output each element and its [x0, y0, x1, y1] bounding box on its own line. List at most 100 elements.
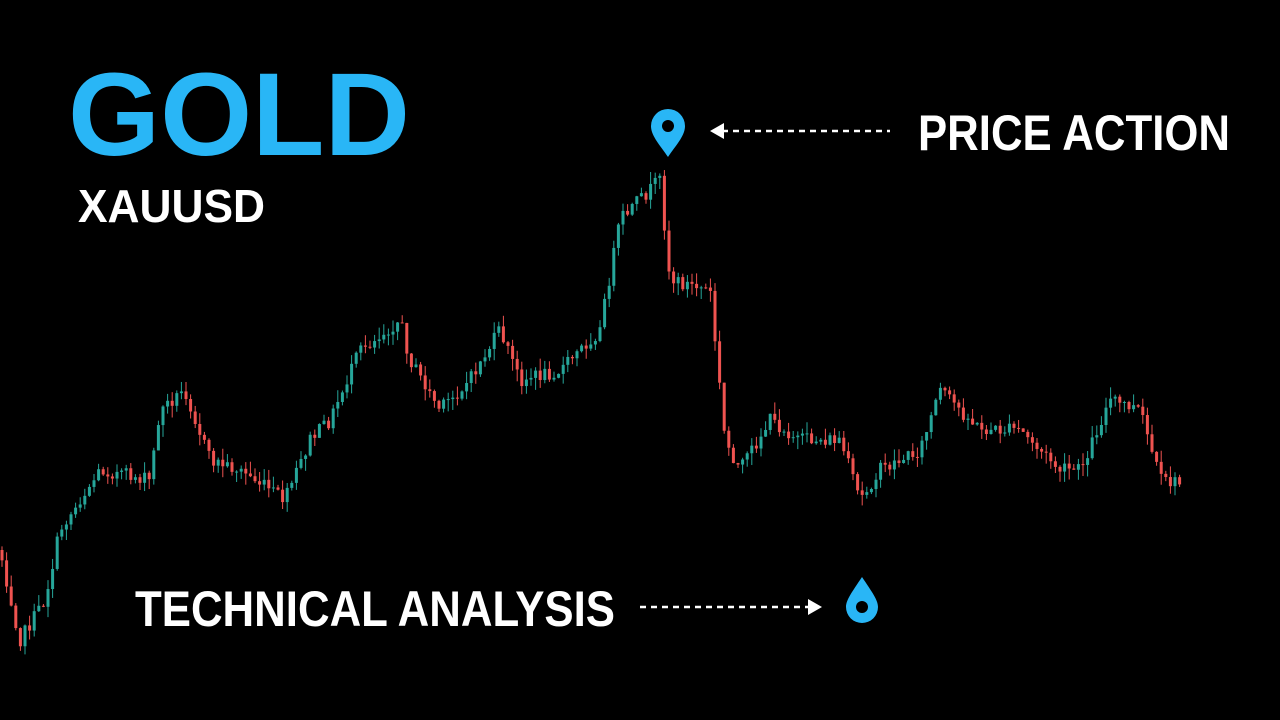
candle-body	[212, 450, 216, 466]
candle-body	[179, 391, 183, 394]
candle-body	[823, 439, 827, 445]
candle-body	[175, 393, 179, 406]
candle-body	[60, 529, 64, 537]
candle-body	[1044, 451, 1048, 453]
candle-body	[860, 490, 864, 495]
candle-body	[897, 460, 901, 463]
candle-body	[593, 341, 597, 345]
candle-body	[161, 406, 165, 426]
candle-body	[51, 568, 55, 590]
candle-body	[1168, 477, 1172, 487]
candle-body	[630, 203, 634, 215]
candle-body	[465, 383, 469, 392]
candle-body	[193, 411, 197, 425]
candle-body	[28, 625, 32, 631]
candle-body	[69, 514, 73, 525]
candle-body	[78, 504, 82, 508]
candle-body	[483, 357, 487, 362]
candle-body	[745, 453, 749, 460]
candle-body	[5, 560, 9, 587]
candle-body	[1145, 415, 1149, 435]
candle-body	[662, 175, 666, 231]
candle-body	[621, 210, 625, 225]
candle-body	[120, 470, 124, 472]
candle-body	[92, 480, 96, 487]
candle-body	[184, 391, 188, 400]
candle-body	[1067, 463, 1071, 469]
candle-body	[658, 175, 662, 178]
candle-body	[920, 440, 924, 458]
candle-body	[846, 451, 850, 459]
candle-body	[1104, 407, 1108, 425]
candle-body	[764, 429, 768, 437]
candle-body	[768, 413, 772, 430]
candle-body	[1109, 398, 1113, 408]
candle-body	[281, 489, 285, 503]
pin-icon	[651, 109, 685, 157]
candle-body	[934, 399, 938, 416]
candle-body	[64, 524, 68, 530]
candle-body	[750, 445, 754, 454]
candle-body	[998, 425, 1002, 434]
arrow-top	[710, 123, 890, 139]
candle-body	[271, 487, 275, 489]
candle-body	[718, 341, 722, 383]
candle-body	[202, 434, 206, 440]
candle-body	[345, 384, 349, 393]
candle-body	[984, 429, 988, 434]
candle-body	[419, 364, 423, 376]
candle-body	[285, 487, 289, 503]
candle-body	[382, 334, 386, 340]
candle-body	[37, 605, 41, 612]
candle-body	[736, 463, 740, 465]
candle-body	[552, 377, 556, 380]
candle-body	[308, 434, 312, 456]
candle-body	[598, 327, 602, 342]
candle-body	[570, 356, 574, 359]
candle-body	[1063, 463, 1067, 472]
candle-body	[414, 364, 418, 368]
candle-body	[584, 345, 588, 349]
candle-body	[166, 400, 170, 407]
candle-body	[722, 382, 726, 431]
candle-body	[1178, 477, 1182, 485]
candle-body	[437, 400, 441, 409]
candle-body	[1159, 461, 1163, 474]
candle-body	[635, 196, 639, 204]
candle-body	[41, 605, 45, 607]
candle-body	[446, 399, 450, 401]
candle-body	[731, 447, 735, 464]
candle-body	[198, 424, 202, 435]
candle-body	[1127, 402, 1131, 410]
candle-body	[350, 363, 354, 385]
candle-body	[124, 468, 128, 471]
candlestick-illustration	[0, 170, 1182, 655]
candle-body	[1007, 423, 1011, 433]
candle-body	[883, 462, 887, 465]
candle-body	[566, 356, 570, 365]
candle-body	[777, 419, 781, 433]
candle-body	[133, 477, 137, 480]
candle-body	[524, 379, 528, 387]
candle-body	[152, 450, 156, 480]
candle-body	[322, 420, 326, 425]
candle-body	[1035, 442, 1039, 449]
candle-body	[391, 331, 395, 335]
candle-body	[110, 476, 114, 479]
candle-body	[423, 375, 427, 390]
candle-body	[253, 476, 257, 482]
candle-body	[46, 589, 50, 607]
candle-body	[340, 392, 344, 402]
candle-body	[101, 469, 105, 475]
candle-body	[18, 628, 22, 647]
candle-body	[879, 462, 883, 480]
candle-body	[1155, 451, 1159, 462]
candle-body	[405, 322, 409, 354]
candle-body	[547, 368, 551, 380]
candle-body	[327, 420, 331, 429]
candle-body	[575, 351, 579, 359]
candle-body	[1141, 406, 1145, 416]
candle-body	[1049, 452, 1053, 462]
candle-body	[244, 468, 248, 474]
